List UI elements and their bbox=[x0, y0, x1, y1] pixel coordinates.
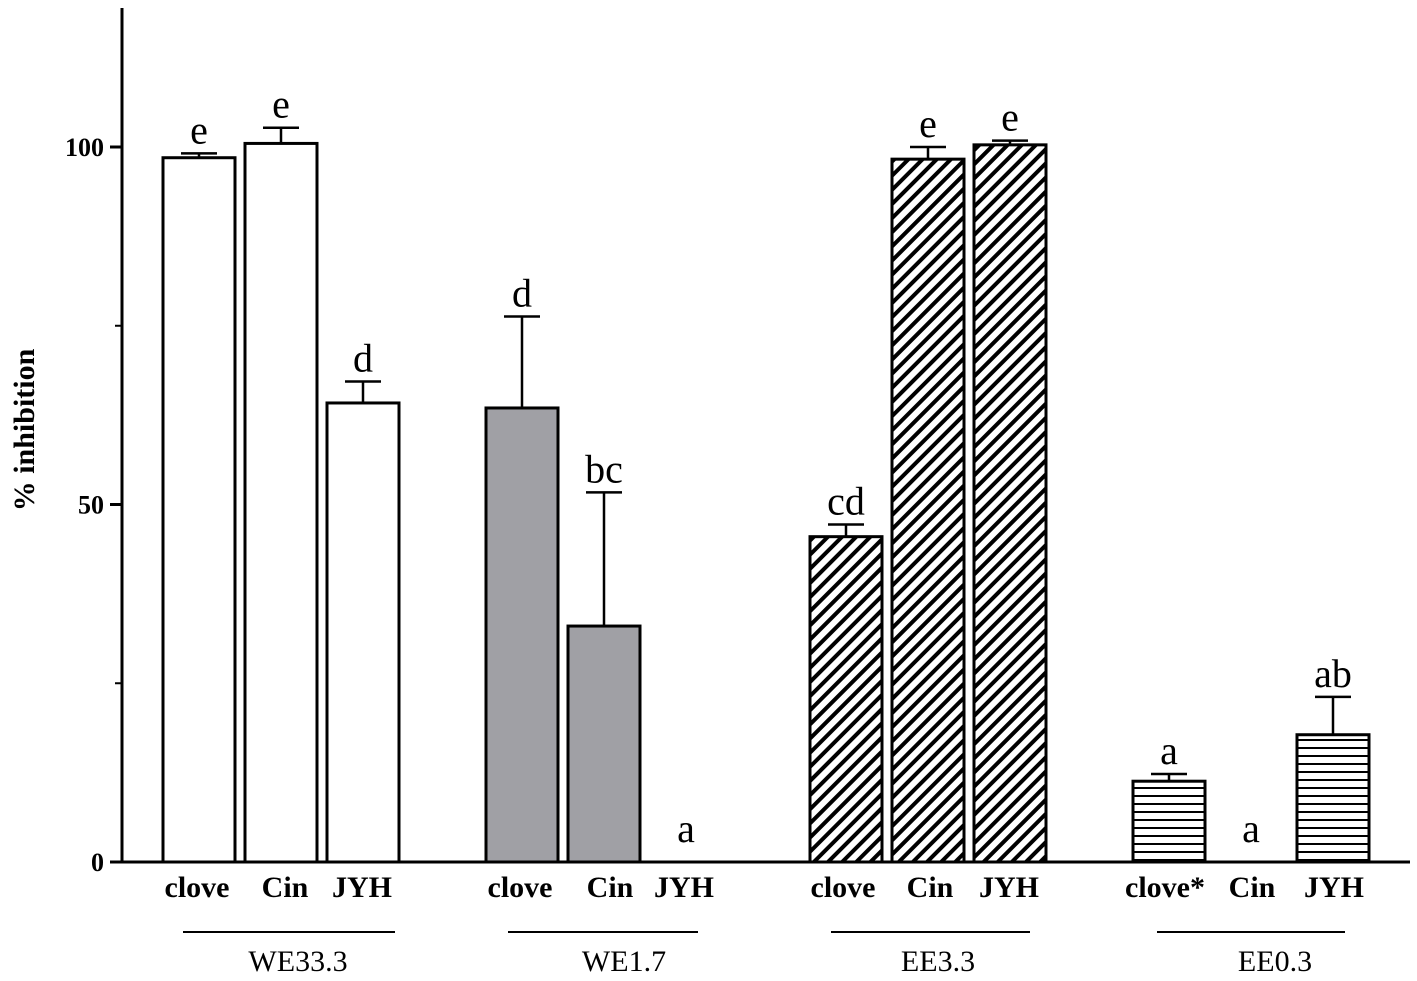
group-label-WE1.7: WE1.7 bbox=[582, 945, 666, 978]
significance-letter-EE3.3-Cin: e bbox=[919, 101, 937, 146]
group-label-WE33.3: WE33.3 bbox=[248, 945, 347, 978]
significance-letter-WE33.3-clove: e bbox=[190, 107, 208, 152]
bar-WE33.3-JYH bbox=[325, 401, 401, 864]
y-tick-label-0: 0 bbox=[91, 848, 104, 877]
y-tick-label-50: 50 bbox=[78, 491, 104, 520]
significance-letter-EE0.3-clove: a bbox=[1160, 728, 1178, 773]
bar-WE33.3-Cin bbox=[243, 141, 319, 864]
category-label-EE3.3-JYH: JYH bbox=[979, 871, 1039, 904]
significance-letter-WE33.3-JYH: d bbox=[353, 336, 373, 381]
significance-letter-EE3.3-JYH: e bbox=[1001, 95, 1019, 140]
bar-EE0.3-JYH bbox=[1295, 733, 1371, 864]
significance-letter-EE0.3-Cin: a bbox=[1242, 806, 1260, 851]
group-label-EE0.3: EE0.3 bbox=[1238, 945, 1312, 978]
category-label-WE33.3-JYH: JYH bbox=[332, 871, 392, 904]
category-label-WE1.7-Cin: Cin bbox=[587, 871, 634, 904]
significance-letter-EE3.3-clove: cd bbox=[827, 479, 865, 524]
category-label-WE1.7-JYH: JYH bbox=[654, 871, 714, 904]
significance-letter-WE1.7-clove: d bbox=[512, 270, 532, 315]
significance-letter-WE1.7-JYH: a bbox=[677, 806, 695, 851]
category-label-EE0.3-JYH: JYH bbox=[1304, 871, 1364, 904]
category-label-EE0.3-clove: clove* bbox=[1125, 871, 1205, 904]
category-label-WE33.3-clove: clove bbox=[165, 871, 230, 904]
bar-EE3.3-clove bbox=[808, 535, 884, 864]
bar-WE1.7-Cin bbox=[566, 624, 642, 864]
bar-EE3.3-Cin bbox=[890, 157, 966, 864]
group-label-EE3.3: EE3.3 bbox=[901, 945, 975, 978]
category-label-EE3.3-clove: clove bbox=[811, 871, 876, 904]
y-axis-label: % inhibition bbox=[8, 348, 41, 511]
significance-letter-WE33.3-Cin: e bbox=[272, 82, 290, 127]
bar-WE33.3-clove bbox=[161, 156, 237, 864]
significance-letter-WE1.7-Cin: bc bbox=[585, 446, 623, 491]
plot-area: 0 50 100 e clove e Cin d JYH WE33.3 d clove bc Cin a JY… bbox=[65, 8, 1410, 978]
y-tick-label-100: 100 bbox=[65, 133, 104, 162]
significance-letter-EE0.3-JYH: ab bbox=[1314, 651, 1352, 696]
bar-EE3.3-JYH bbox=[972, 143, 1048, 864]
bar-WE1.7-clove bbox=[484, 406, 560, 864]
bar-EE0.3-clove bbox=[1131, 779, 1207, 864]
category-label-WE33.3-Cin: Cin bbox=[262, 871, 309, 904]
category-label-WE1.7-clove: clove bbox=[488, 871, 553, 904]
category-label-EE3.3-Cin: Cin bbox=[907, 871, 954, 904]
category-label-EE0.3-Cin: Cin bbox=[1229, 871, 1276, 904]
